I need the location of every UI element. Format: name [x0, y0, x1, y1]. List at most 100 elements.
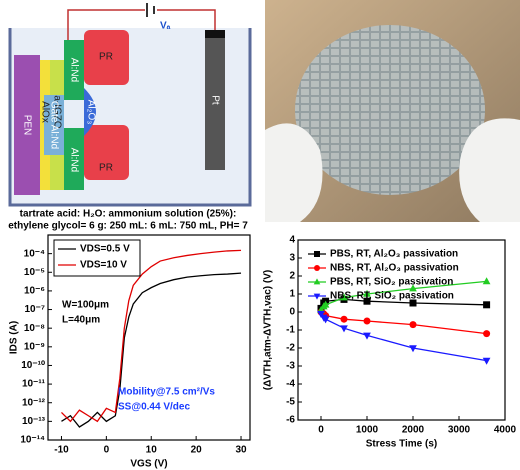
plot-frame — [47, 234, 251, 441]
data-point — [482, 277, 491, 285]
legend-marker — [313, 293, 321, 300]
layer-label: Pt — [209, 95, 220, 105]
pen-layer — [14, 55, 40, 195]
x-tick-label: 4000 — [494, 425, 517, 436]
annotation: W=100μm — [62, 300, 109, 311]
series-line — [61, 272, 242, 428]
layer-label: PR — [99, 163, 113, 174]
y-tick-label: 10⁻⁸ — [24, 323, 45, 334]
data-point — [482, 357, 491, 365]
legend-marker — [313, 278, 321, 285]
legend-label: VDS=0.5 V — [80, 244, 130, 255]
x-tick-label: 30 — [235, 445, 247, 456]
y-tick-label: -4 — [286, 379, 295, 390]
annotation: SS@0.44 V/dec — [118, 402, 190, 413]
legend-frame — [53, 239, 141, 277]
flexible-wafer — [295, 25, 485, 195]
x-axis-label: VGS (V) — [130, 459, 167, 470]
x-tick-label: 20 — [191, 445, 203, 456]
data-point — [340, 315, 348, 323]
series-line — [61, 249, 242, 423]
y-axis-label: IDS (A) — [9, 321, 20, 354]
legend-label: PBS, RT, Al₂O₃ passivation — [330, 249, 458, 260]
data-point — [483, 301, 491, 309]
legend-label: NBS, RT, SiO₂ passivation — [330, 291, 454, 302]
layer-label: a-IGZO — [51, 95, 62, 129]
layer-label: Al:Nd — [68, 58, 79, 82]
y-tick-label: -3 — [286, 361, 295, 372]
x-axis-label: Stress Time (s) — [366, 439, 438, 450]
solution-text: ethylene glycol= 6 g: 250 mL: 6 mL: 750 … — [8, 221, 248, 232]
legend-marker — [314, 265, 320, 271]
wire — [67, 9, 145, 40]
alnd-top — [64, 40, 84, 100]
x-tick-label: 1000 — [356, 425, 379, 436]
y-tick-label: 10⁻⁵ — [24, 267, 45, 278]
data-point — [363, 289, 371, 297]
wire — [157, 9, 216, 30]
layer-label: Al:Nd — [68, 148, 79, 172]
x-tick-label: 3000 — [448, 425, 471, 436]
annotation: L=40μm — [62, 315, 100, 326]
y-tick-label: -6 — [286, 415, 295, 426]
legend-marker — [314, 251, 320, 257]
data-point — [340, 293, 348, 301]
data-point — [321, 316, 330, 324]
solution-text: tartrate acid: H₂O: ammonium solution (2… — [20, 209, 237, 220]
y-tick-label: 10⁻¹³ — [22, 416, 46, 427]
pr-bottom — [84, 125, 129, 180]
layer-label: PR — [99, 52, 113, 63]
y-axis-label: (ΔVTH,atm-ΔVTH,vac) (V) — [263, 270, 274, 391]
y-tick-label: 10⁻¹⁰ — [21, 360, 45, 371]
data-point — [409, 299, 417, 307]
photo — [265, 0, 520, 222]
y-tick-label: -5 — [286, 397, 295, 408]
gate — [44, 95, 64, 155]
y-tick-label: 3 — [289, 253, 295, 264]
y-tick-label: 10⁻¹⁴ — [20, 435, 45, 446]
y-tick-label: 10⁻⁹ — [24, 341, 45, 352]
y-tick-label: 10⁻⁴ — [24, 248, 45, 259]
y-tick-label: 10⁻⁶ — [24, 286, 45, 297]
legend-label: NBS, RT, Al₂O₃ passivation — [330, 263, 459, 274]
x-tick-label: -10 — [54, 445, 69, 456]
y-tick-label: 10⁻¹² — [22, 397, 46, 408]
glove-right — [459, 118, 520, 222]
y-tick-label: 4 — [289, 235, 295, 246]
data-point — [363, 297, 371, 305]
legend-label: PBS, RT, SiO₂ passivation — [330, 277, 453, 288]
x-tick-label: 0 — [318, 425, 324, 436]
y-tick-label: 10⁻¹¹ — [22, 379, 46, 390]
voltage-label: Vₐ — [160, 21, 171, 32]
data-point — [409, 284, 417, 292]
data-point — [317, 311, 325, 318]
y-tick-label: 0 — [289, 307, 295, 318]
series-line — [320, 311, 487, 335]
data-point — [363, 332, 371, 340]
alnd-bottom — [64, 128, 84, 190]
x-tick-label: 10 — [146, 445, 158, 456]
layer-label: Al₂O₃ — [85, 100, 96, 125]
layer-label: Gate Al:Nd — [48, 101, 59, 149]
data-point — [483, 330, 491, 338]
glove-left — [265, 123, 323, 222]
data-point — [340, 325, 348, 333]
y-tick-label: -1 — [286, 325, 295, 336]
pr-top — [84, 30, 129, 85]
pt-cap — [205, 30, 225, 38]
annotation: Mobility@7.5 cm²/Vs — [118, 387, 215, 398]
pt-electrode — [205, 30, 225, 170]
layer-label: PEN — [21, 115, 32, 136]
x-tick-label: 0 — [104, 445, 110, 456]
y-tick-label: -2 — [286, 343, 295, 354]
data-point — [409, 345, 417, 353]
schematic: Vₐ PR Al:Nd Al₂O₃ a-IGZO AlOx Gate Al:Nd… — [8, 3, 252, 232]
y-tick-label: 2 — [289, 271, 295, 282]
data-point — [363, 317, 371, 325]
x-tick-label: 2000 — [402, 425, 425, 436]
layer-label: AlOx — [39, 101, 50, 123]
y-tick-label: 1 — [289, 289, 295, 300]
data-point — [321, 300, 330, 308]
legend-label: VDS=10 V — [80, 260, 127, 271]
